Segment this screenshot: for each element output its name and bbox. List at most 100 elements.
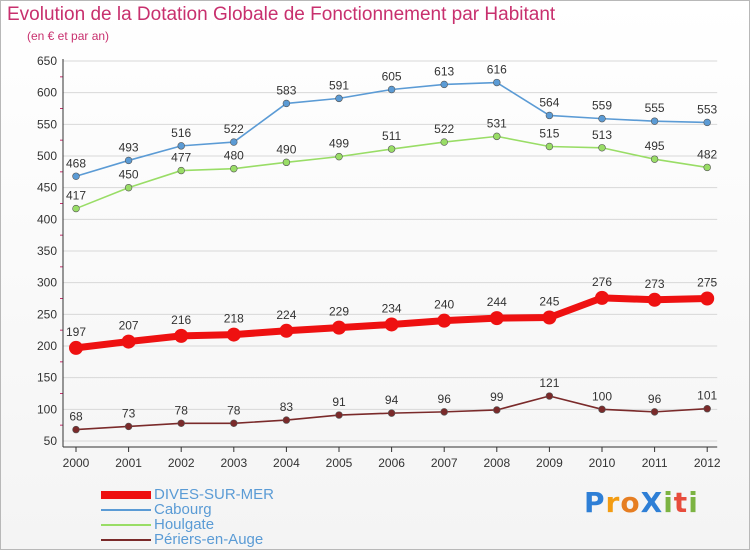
data-label-houlgate: 499 bbox=[329, 137, 349, 151]
y-tick-label: 500 bbox=[37, 149, 57, 163]
data-point-p-riers-en-auge bbox=[72, 425, 80, 434]
data-label-dives-sur-mer: 273 bbox=[645, 277, 665, 291]
y-tick-label: 400 bbox=[37, 212, 57, 226]
data-label-houlgate: 515 bbox=[539, 127, 559, 141]
data-label-houlgate: 417 bbox=[66, 189, 86, 203]
logo-letter: i bbox=[688, 486, 699, 519]
data-label-dives-sur-mer: 240 bbox=[434, 298, 454, 312]
x-tick-label: 2001 bbox=[115, 456, 142, 470]
data-label-cabourg: 616 bbox=[487, 63, 507, 77]
data-point-p-riers-en-auge bbox=[703, 405, 711, 413]
data-point-dives-sur-mer bbox=[489, 311, 504, 326]
y-tick-label: 200 bbox=[37, 339, 57, 353]
x-tick-label: 2009 bbox=[536, 456, 563, 470]
legend-label: Cabourg bbox=[154, 501, 212, 518]
data-point-houlgate bbox=[124, 183, 133, 192]
logo-letter: i bbox=[663, 486, 674, 519]
x-tick-label: 2010 bbox=[589, 456, 616, 470]
x-tick-label: 2007 bbox=[431, 456, 458, 470]
data-label-cabourg: 555 bbox=[645, 101, 665, 115]
data-label-houlgate: 490 bbox=[276, 142, 296, 156]
data-label-dives-sur-mer: 224 bbox=[276, 308, 296, 322]
x-tick-label: 2004 bbox=[273, 456, 300, 470]
data-point-cabourg bbox=[230, 138, 238, 146]
data-label-cabourg: 559 bbox=[592, 99, 612, 113]
data-point-cabourg bbox=[493, 78, 501, 87]
data-point-houlgate bbox=[493, 132, 501, 141]
data-point-cabourg bbox=[124, 156, 133, 165]
data-label-cabourg: 564 bbox=[539, 95, 559, 109]
data-point-houlgate bbox=[703, 163, 711, 172]
data-label-cabourg: 591 bbox=[329, 78, 349, 92]
data-point-p-riers-en-auge bbox=[598, 405, 606, 414]
x-tick-label: 2000 bbox=[63, 456, 90, 470]
data-point-cabourg bbox=[545, 111, 554, 120]
data-label-houlgate: 477 bbox=[171, 151, 191, 165]
y-tick-label: 50 bbox=[44, 434, 58, 448]
data-label-houlgate: 513 bbox=[592, 128, 612, 142]
data-point-cabourg bbox=[387, 85, 396, 94]
data-point-p-riers-en-auge bbox=[440, 408, 448, 416]
y-tick-label: 450 bbox=[37, 181, 57, 195]
data-point-houlgate bbox=[650, 155, 659, 163]
chart-subtitle: (en € et par an) bbox=[27, 29, 110, 43]
data-point-houlgate bbox=[230, 164, 238, 173]
data-point-dives-sur-mer bbox=[437, 313, 452, 328]
data-label-p-riers-en-auge: 73 bbox=[122, 406, 136, 420]
data-label-dives-sur-mer: 275 bbox=[697, 276, 717, 290]
data-point-p-riers-en-auge bbox=[230, 419, 238, 427]
data-label-p-riers-en-auge: 99 bbox=[490, 390, 504, 404]
data-point-cabourg bbox=[177, 142, 185, 150]
data-point-houlgate bbox=[177, 166, 185, 175]
data-label-houlgate: 495 bbox=[645, 139, 665, 153]
legend-swatch bbox=[101, 524, 151, 526]
data-label-dives-sur-mer: 245 bbox=[539, 295, 559, 309]
data-point-houlgate bbox=[545, 142, 554, 151]
logo-letter: r bbox=[605, 486, 621, 519]
data-point-cabourg bbox=[440, 80, 448, 89]
data-label-p-riers-en-auge: 96 bbox=[648, 392, 662, 406]
data-label-dives-sur-mer: 276 bbox=[592, 275, 612, 289]
data-label-houlgate: 511 bbox=[382, 129, 401, 143]
data-point-dives-sur-mer bbox=[69, 340, 83, 355]
data-label-houlgate: 480 bbox=[224, 149, 244, 163]
y-tick-label: 550 bbox=[37, 117, 57, 131]
data-point-dives-sur-mer bbox=[174, 328, 189, 343]
data-label-dives-sur-mer: 244 bbox=[487, 295, 507, 309]
data-label-cabourg: 553 bbox=[697, 102, 717, 116]
y-tick-label: 100 bbox=[37, 402, 57, 416]
data-label-houlgate: 522 bbox=[434, 122, 454, 136]
y-tick-label: 350 bbox=[37, 244, 57, 258]
data-point-p-riers-en-auge bbox=[650, 408, 659, 416]
data-label-cabourg: 613 bbox=[434, 64, 454, 78]
data-label-cabourg: 493 bbox=[119, 140, 139, 154]
y-tick-label: 300 bbox=[37, 276, 57, 290]
data-point-houlgate bbox=[387, 145, 396, 153]
data-point-p-riers-en-auge bbox=[545, 392, 554, 400]
data-label-dives-sur-mer: 216 bbox=[171, 313, 191, 327]
x-tick-label: 2012 bbox=[694, 456, 721, 470]
data-point-houlgate bbox=[598, 144, 606, 152]
data-label-dives-sur-mer: 197 bbox=[66, 325, 86, 339]
data-point-cabourg bbox=[72, 172, 80, 180]
data-label-dives-sur-mer: 234 bbox=[382, 301, 402, 315]
legend-label: Périers-en-Auge bbox=[154, 531, 264, 548]
x-tick-label: 2003 bbox=[220, 456, 247, 470]
data-point-houlgate bbox=[335, 152, 343, 161]
data-label-dives-sur-mer: 207 bbox=[119, 319, 139, 333]
x-tick-label: 2005 bbox=[326, 456, 353, 470]
legend-label: DIVES-SUR-MER bbox=[154, 486, 275, 503]
data-label-cabourg: 522 bbox=[224, 122, 244, 136]
data-point-dives-sur-mer bbox=[279, 323, 294, 338]
y-tick-label: 250 bbox=[37, 307, 57, 321]
x-tick-label: 2006 bbox=[378, 456, 405, 470]
data-label-p-riers-en-auge: 78 bbox=[175, 403, 189, 417]
data-label-p-riers-en-auge: 94 bbox=[385, 393, 399, 407]
logo-letter: P bbox=[584, 486, 606, 519]
data-label-cabourg: 516 bbox=[171, 126, 191, 140]
data-point-cabourg bbox=[335, 94, 343, 103]
data-point-dives-sur-mer bbox=[542, 310, 557, 325]
data-label-p-riers-en-auge: 68 bbox=[69, 410, 83, 424]
data-label-dives-sur-mer: 229 bbox=[329, 305, 349, 319]
data-point-dives-sur-mer bbox=[595, 290, 609, 305]
